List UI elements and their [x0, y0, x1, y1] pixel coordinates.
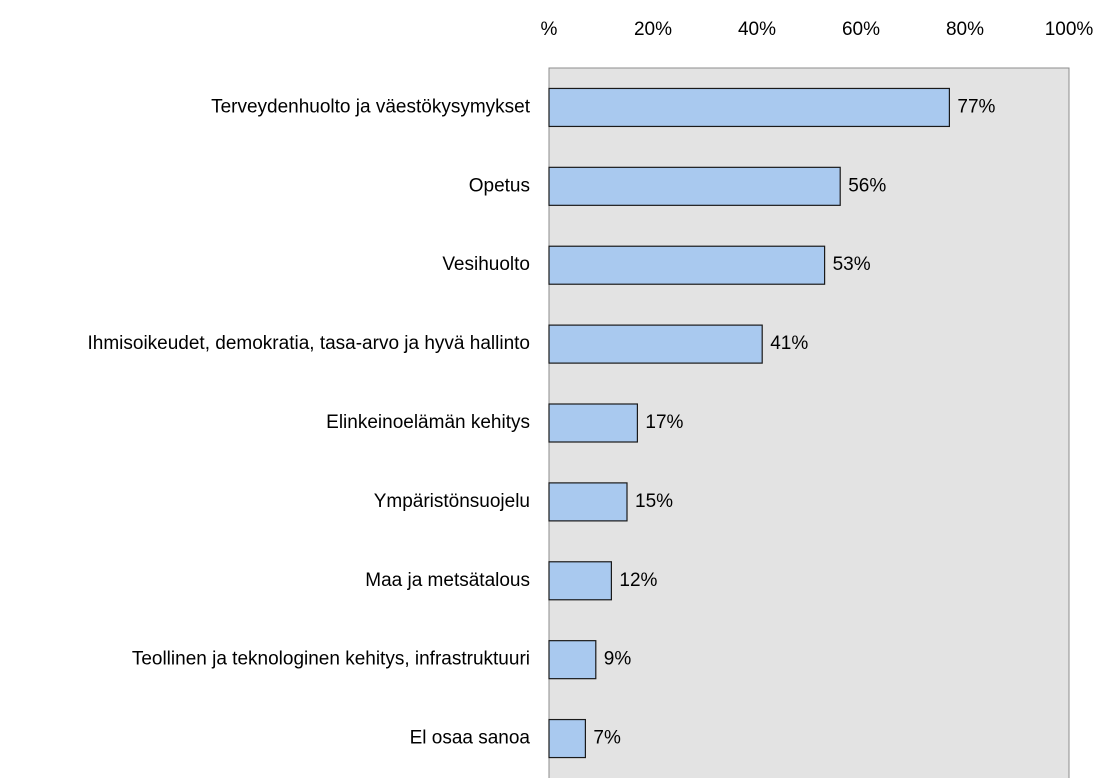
x-tick-label: 60%: [842, 19, 880, 40]
data-label: 41%: [770, 333, 808, 354]
x-tick-label: 40%: [738, 19, 776, 40]
data-label: 7%: [593, 728, 621, 749]
x-tick-label: 100%: [1045, 19, 1094, 40]
bar: [548, 561, 613, 601]
y-tick-label: Opetus: [469, 175, 530, 196]
y-tick-label: Teollinen ja teknologinen kehitys, infra…: [132, 649, 530, 670]
bar: [548, 324, 763, 364]
data-label: 53%: [833, 254, 871, 275]
bar: [548, 245, 826, 285]
bar: [548, 640, 597, 680]
y-tick-label: Terveydenhuolto ja väestökysymykset: [211, 96, 531, 117]
data-label: 17%: [645, 412, 683, 433]
bar: [548, 403, 639, 443]
y-tick-label: Ihmisoikeudet, demokratia, tasa-arvo ja …: [87, 333, 530, 354]
data-label: 56%: [848, 175, 886, 196]
y-tick-label: El osaa sanoa: [410, 728, 531, 749]
bar: [548, 718, 587, 759]
bar: [548, 87, 950, 128]
y-tick-label: Ympäristönsuojelu: [374, 491, 530, 512]
y-tick-label: Maa ja metsätalous: [365, 570, 530, 591]
y-tick-label: Vesihuolto: [442, 254, 530, 275]
y-tick-label: Elinkeinoelämän kehitys: [326, 412, 530, 433]
data-label: 12%: [619, 570, 657, 591]
bar: [548, 482, 628, 522]
x-tick-label: %: [541, 19, 558, 40]
data-label: 77%: [957, 96, 995, 117]
x-tick-label: 80%: [946, 19, 984, 40]
bar: [548, 166, 841, 206]
data-label: 15%: [635, 491, 673, 512]
data-label: 9%: [604, 649, 632, 670]
x-tick-label: 20%: [634, 19, 672, 40]
